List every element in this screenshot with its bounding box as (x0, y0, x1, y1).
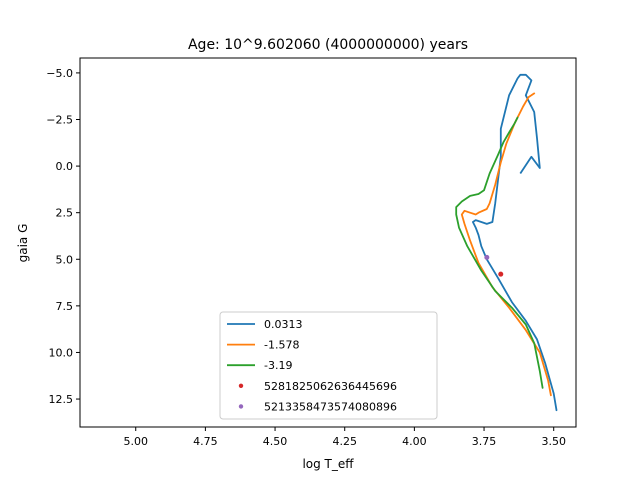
legend-label: 0.0313 (264, 318, 303, 331)
x-tick-label: 4.25 (332, 435, 357, 448)
legend: 0.0313 -1.578 -3.19 5281825062636445696 5213… (219, 311, 438, 420)
chart-title: Age: 10^9.602060 (4000000000) years (188, 37, 468, 53)
x-axis-label: log T_eff (302, 457, 354, 471)
y-tick-label: −5.0 (46, 67, 73, 80)
legend-swatch-dot (238, 383, 244, 388)
x-tick-label: 3.75 (472, 435, 497, 448)
legend-swatch-dot (238, 404, 244, 409)
legend-label: -3.19 (264, 359, 292, 372)
y-tick-label: −2.5 (46, 114, 73, 127)
y-tick-label: 5.0 (56, 253, 74, 266)
y-tick-label: 0.0 (56, 160, 74, 173)
x-tick-label: 3.50 (541, 435, 566, 448)
plot-frame (79, 57, 577, 428)
series-line-0 (471, 73, 558, 412)
x-tick-label: 5.00 (123, 435, 148, 448)
x-tick-label: 4.50 (263, 435, 288, 448)
legend-label: 5213358473574080896 (264, 400, 397, 413)
series-layer (455, 73, 558, 412)
series-line-2 (455, 116, 544, 389)
y-axis-label: gaia G (16, 224, 30, 263)
y-tick-label: 7.5 (56, 300, 74, 313)
points-layer (484, 254, 504, 277)
x-tick-label: 4.75 (193, 435, 218, 448)
y-tick-label: 2.5 (56, 207, 74, 220)
x-axis: 5.00 4.75 4.50 4.25 4.00 3.75 3.50 (123, 427, 566, 448)
x-tick-label: 4.00 (402, 435, 427, 448)
legend-box (219, 311, 438, 420)
y-tick-label: 12.5 (49, 393, 74, 406)
y-axis: −5.0 −2.5 0.0 2.5 5.0 7.5 10.0 12.5 (46, 67, 80, 406)
legend-label: -1.578 (264, 339, 299, 352)
y-tick-label: 10.0 (49, 346, 74, 359)
star-point-0 (498, 271, 504, 277)
legend-label: 5281825062636445696 (264, 380, 397, 393)
series-line-0-tail (519, 155, 541, 174)
star-point-1 (484, 254, 490, 260)
